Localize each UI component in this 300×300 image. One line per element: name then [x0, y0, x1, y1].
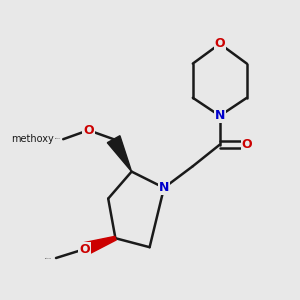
Polygon shape — [107, 136, 132, 172]
Text: O: O — [80, 242, 90, 256]
Text: methoxy2: methoxy2 — [45, 257, 52, 259]
Text: N: N — [214, 109, 225, 122]
Polygon shape — [82, 236, 116, 255]
Text: methoxy: methoxy — [11, 134, 54, 144]
Text: methoxy: methoxy — [55, 137, 61, 139]
Text: O: O — [214, 37, 225, 50]
Text: N: N — [159, 181, 169, 194]
Text: O: O — [242, 138, 252, 151]
Text: O: O — [83, 124, 94, 137]
